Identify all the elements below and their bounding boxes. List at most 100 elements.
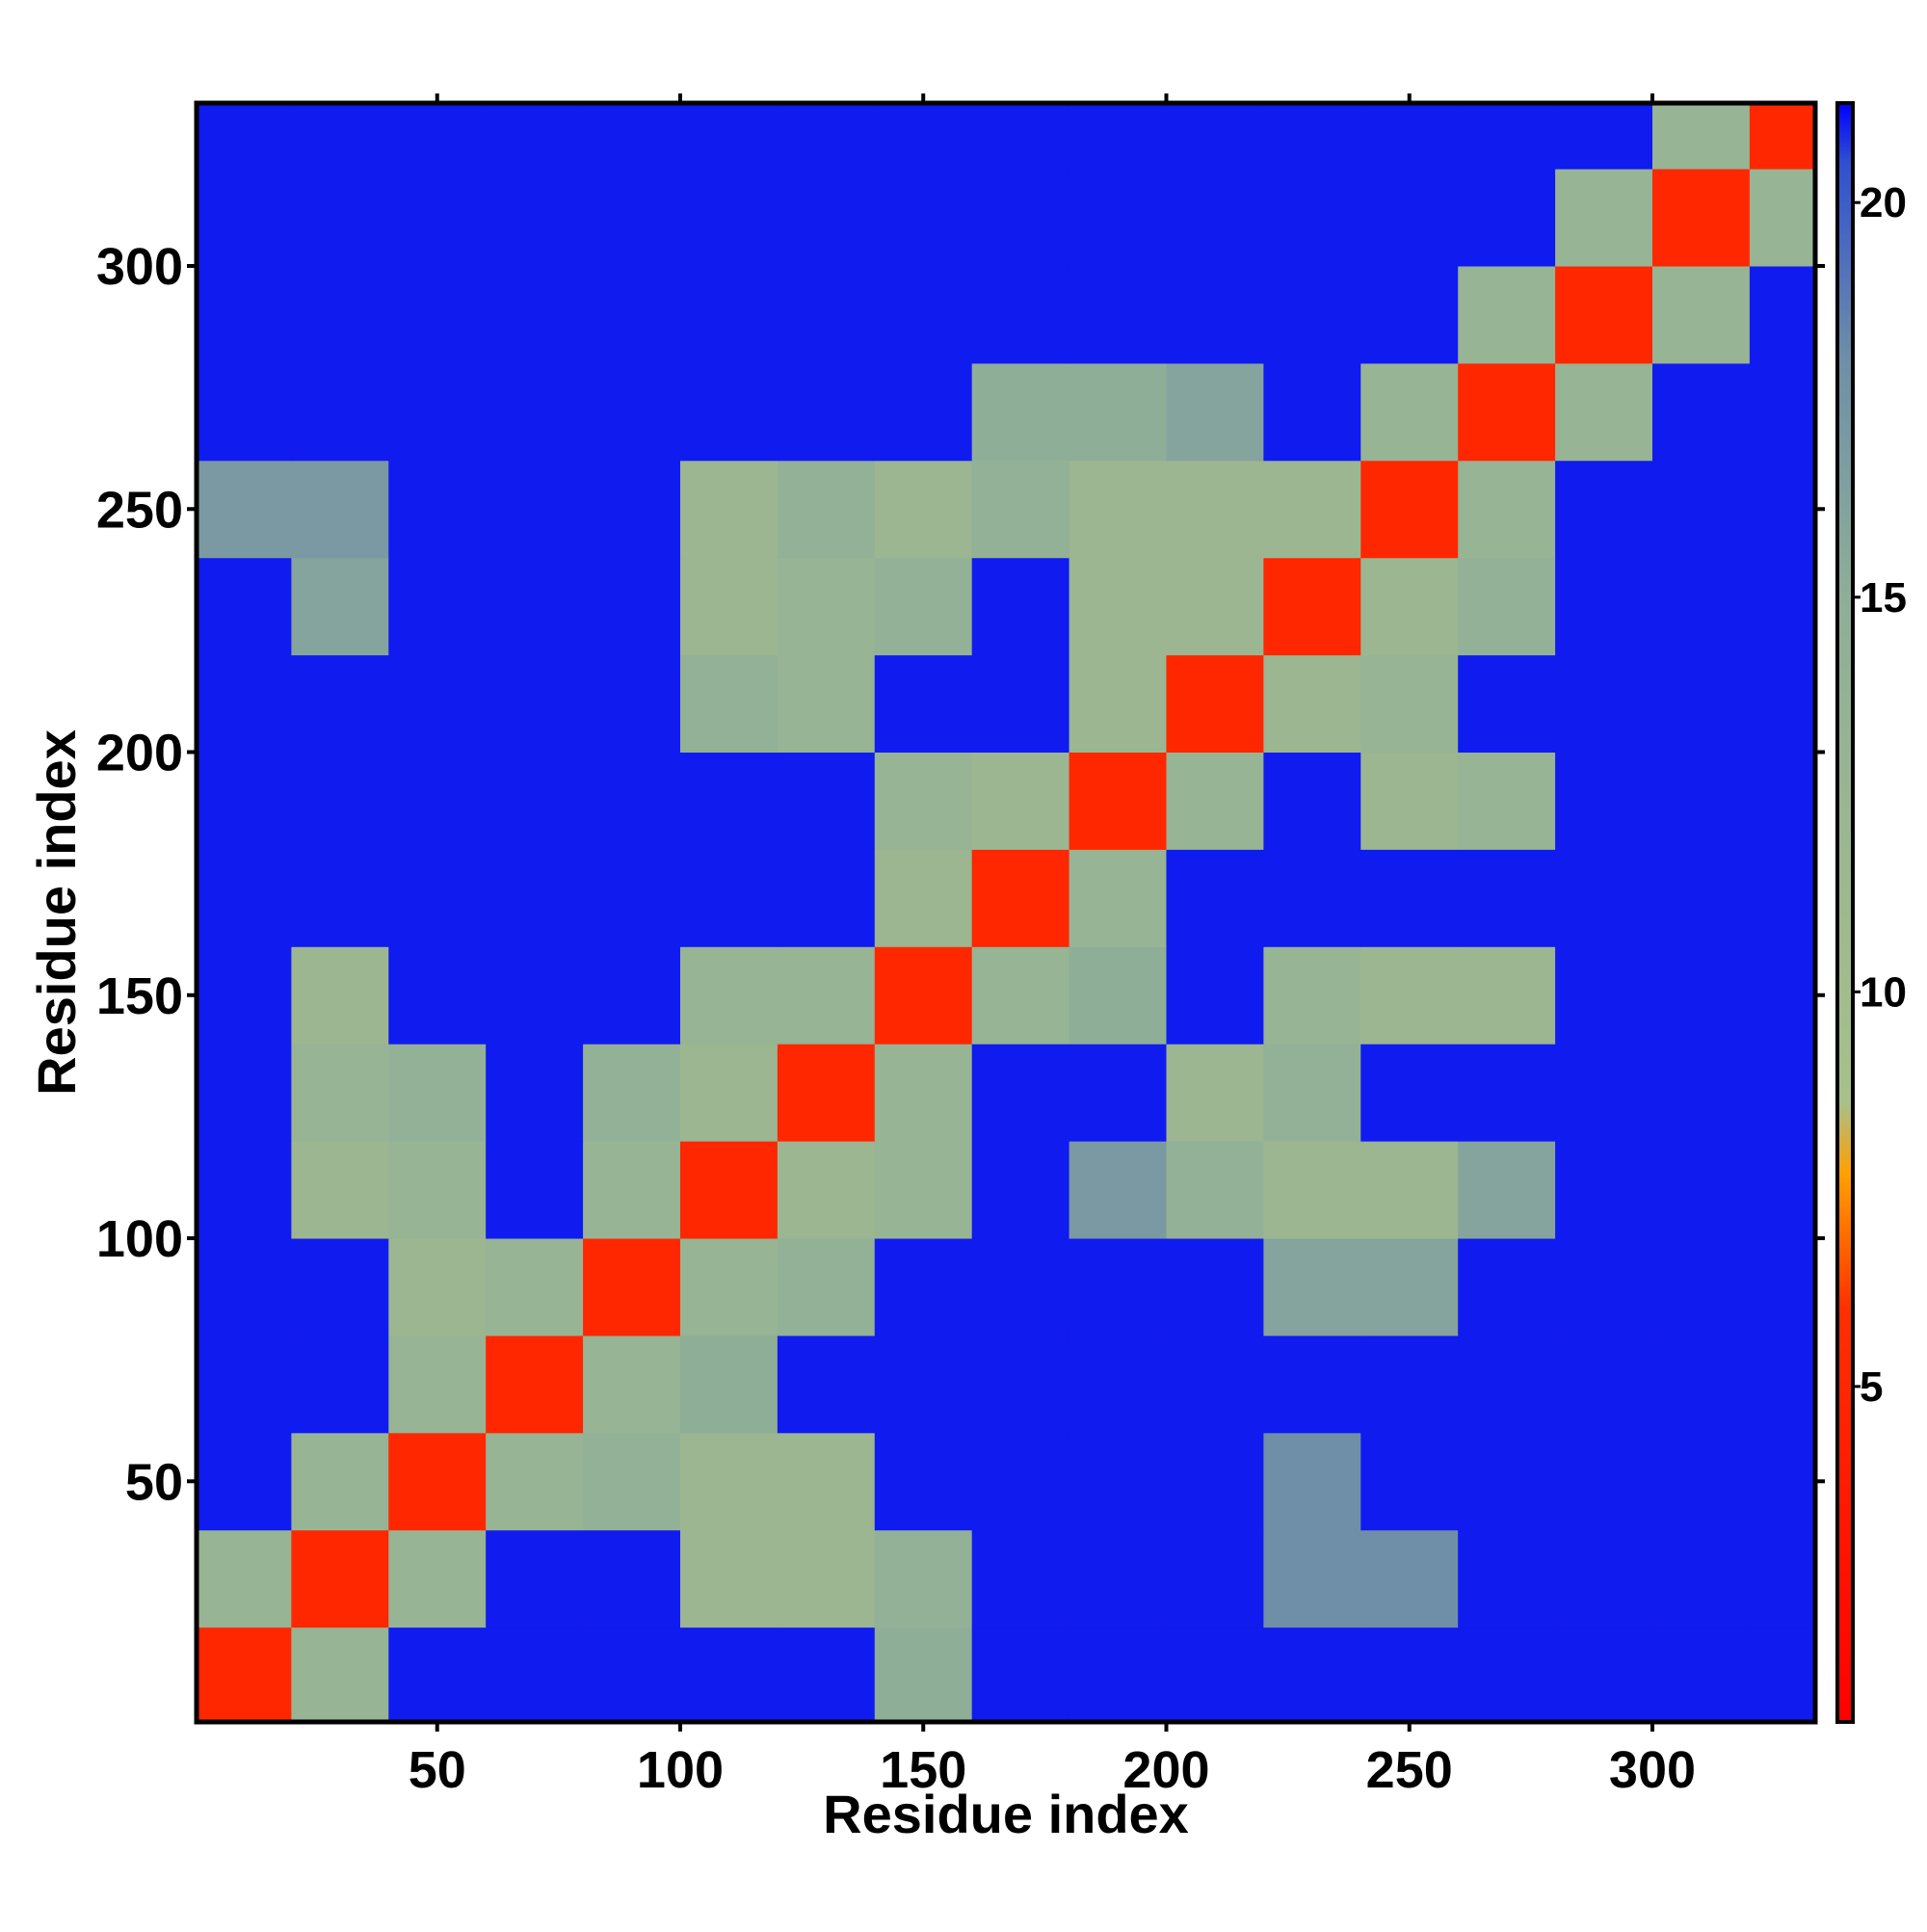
y-tick-label: 300 <box>96 238 183 296</box>
heatmap-cell <box>1749 654 1816 754</box>
heatmap-cell <box>1458 1141 1556 1239</box>
heatmap-cell <box>1651 1529 1751 1628</box>
heatmap-cell <box>486 169 584 267</box>
heatmap-cell <box>1069 103 1167 170</box>
heatmap-cell <box>679 362 779 462</box>
heatmap-cell <box>777 103 876 170</box>
heatmap-cell <box>1069 1238 1167 1337</box>
heatmap-cell <box>1263 1627 1361 1723</box>
heatmap-cell <box>1360 1529 1459 1628</box>
colorbar <box>1835 101 1855 1724</box>
heatmap-cell <box>388 362 487 462</box>
heatmap-cell <box>1749 1044 1816 1142</box>
heatmap-cell <box>197 266 292 364</box>
heatmap-cell <box>777 169 876 267</box>
heatmap-cell <box>679 460 779 559</box>
heatmap-cell <box>291 1141 389 1239</box>
heatmap-cell <box>291 103 389 170</box>
heatmap-cell <box>874 752 973 850</box>
heatmap-cell <box>1166 1238 1264 1337</box>
heatmap-cell <box>1166 266 1264 364</box>
heatmap-cell <box>1555 946 1653 1045</box>
heatmap-cell <box>1263 654 1361 754</box>
heatmap-cell <box>1555 1335 1653 1434</box>
heatmap-cell <box>291 1238 389 1337</box>
heatmap-cell <box>388 1238 487 1337</box>
heatmap-cell <box>1069 1141 1167 1239</box>
heatmap-cell <box>1360 169 1459 267</box>
heatmap-cell <box>777 946 876 1045</box>
heatmap-cell <box>777 557 876 656</box>
heatmap-cell <box>1555 1529 1653 1628</box>
heatmap-cell <box>291 1627 389 1723</box>
heatmap-cell <box>291 1529 389 1628</box>
heatmap-cell <box>874 1627 973 1723</box>
heatmap-cell <box>1360 1335 1459 1434</box>
heatmap-cell <box>777 654 876 754</box>
heatmap-cell <box>388 1529 487 1628</box>
heatmap-cell <box>197 169 292 267</box>
heatmap-cell <box>291 557 389 656</box>
heatmap-cell <box>291 654 389 754</box>
heatmap-cell <box>1069 266 1167 364</box>
heatmap-cell <box>1263 169 1361 267</box>
heatmap-cell <box>1651 946 1751 1045</box>
heatmap-cell <box>1263 1141 1361 1239</box>
heatmap-cell <box>971 460 1070 559</box>
heatmap-cell <box>197 1141 292 1239</box>
heatmap-cell <box>1651 1044 1751 1142</box>
heatmap-cell <box>1360 1044 1459 1142</box>
heatmap-cell <box>1263 1238 1361 1337</box>
heatmap-cell <box>777 1529 876 1628</box>
heatmap-cell <box>1360 654 1459 754</box>
heatmap-cell <box>1069 1627 1167 1723</box>
heatmap-cell <box>777 1432 876 1531</box>
heatmap-cell <box>1555 752 1653 850</box>
heatmap-cell <box>197 460 292 559</box>
heatmap-cell <box>679 1432 779 1531</box>
heatmap-cell <box>1651 654 1751 754</box>
heatmap-cell <box>1458 1335 1556 1434</box>
heatmap-cell <box>583 1432 681 1531</box>
heatmap-cell <box>679 654 779 754</box>
heatmap-cell <box>1458 1044 1556 1142</box>
heatmap-cell <box>1749 460 1816 559</box>
heatmap-cell <box>1069 557 1167 656</box>
heatmap-cell <box>1166 460 1264 559</box>
heatmap-cell <box>197 752 292 850</box>
heatmap-cell <box>388 103 487 170</box>
heatmap-cell <box>291 752 389 850</box>
heatmap-cell <box>1749 362 1816 462</box>
heatmap-cell <box>197 1432 292 1531</box>
heatmap-cell <box>1166 1627 1264 1723</box>
heatmap-cell <box>583 557 681 656</box>
heatmap-cell <box>197 557 292 656</box>
heatmap-cell <box>486 1627 584 1723</box>
heatmap-cell <box>197 103 292 170</box>
heatmap-cell <box>1069 752 1167 850</box>
heatmap-cell <box>874 557 973 656</box>
heatmap-cell <box>971 1044 1070 1142</box>
x-axis-label: Residue index <box>823 1784 1189 1844</box>
heatmap-cell <box>583 460 681 559</box>
x-tick-label: 300 <box>1609 1741 1696 1799</box>
y-tick-label: 200 <box>96 725 183 782</box>
heatmap-cell <box>388 1627 487 1723</box>
heatmap-cell <box>874 169 973 267</box>
heatmap-cell <box>197 1529 292 1628</box>
heatmap-cell <box>679 169 779 267</box>
heatmap-cell <box>291 266 389 364</box>
heatmap-cell <box>1360 1432 1459 1531</box>
heatmap-cell <box>1458 169 1556 267</box>
heatmap-cell <box>971 103 1070 170</box>
colorbar-tick-label: 15 <box>1860 574 1907 622</box>
heatmap-cell <box>874 103 973 170</box>
heatmap-cell <box>1263 1432 1361 1531</box>
heatmap-cell <box>197 849 292 947</box>
heatmap-cell <box>1651 1141 1751 1239</box>
heatmap-cell <box>583 266 681 364</box>
heatmap-cell <box>1458 1627 1556 1723</box>
heatmap-cell <box>1555 103 1653 170</box>
heatmap-cell <box>679 1238 779 1337</box>
heatmap-cell <box>1166 1141 1264 1239</box>
